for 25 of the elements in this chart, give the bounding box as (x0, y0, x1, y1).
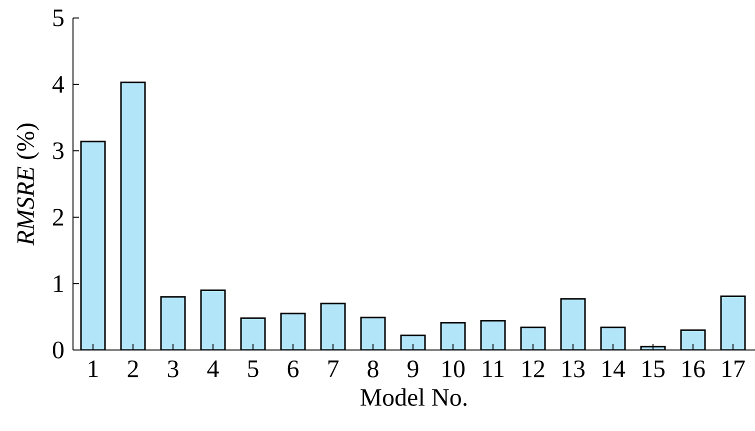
x-tick-label: 13 (562, 360, 585, 378)
x-tick-label: 1 (88, 360, 98, 378)
x-tick-label: 14 (602, 360, 626, 378)
y-tick-label: 5 (53, 10, 64, 26)
x-tick-label: 10 (442, 360, 465, 378)
y-tick-label: 3 (53, 142, 64, 160)
x-tick-label: 16 (682, 360, 705, 378)
x-axis-title: Model No. (360, 388, 466, 406)
y-axis-title: RMSRE (%) (16, 124, 40, 246)
x-tick-label: 3 (168, 360, 178, 378)
y-tick-label: 4 (52, 76, 64, 93)
x-tick-label: 8 (368, 360, 378, 378)
x-tick-label: 5 (248, 360, 258, 378)
x-tick-label: 4 (207, 360, 219, 377)
x-tick-label: 17 (722, 360, 745, 378)
x-tick-label: 2 (128, 360, 138, 378)
x-tick-label: 7 (328, 360, 339, 377)
x-tick-label: 12 (522, 360, 544, 378)
x-tick-label: 6 (288, 360, 299, 378)
x-tick-label: 9 (408, 360, 418, 378)
y-tick-label: 1 (54, 275, 63, 292)
y-tick-label: 0 (52, 342, 64, 358)
y-tick-label: 2 (53, 208, 64, 226)
x-tick-label: 15 (642, 360, 665, 378)
x-tick-label: 11 (483, 360, 504, 378)
